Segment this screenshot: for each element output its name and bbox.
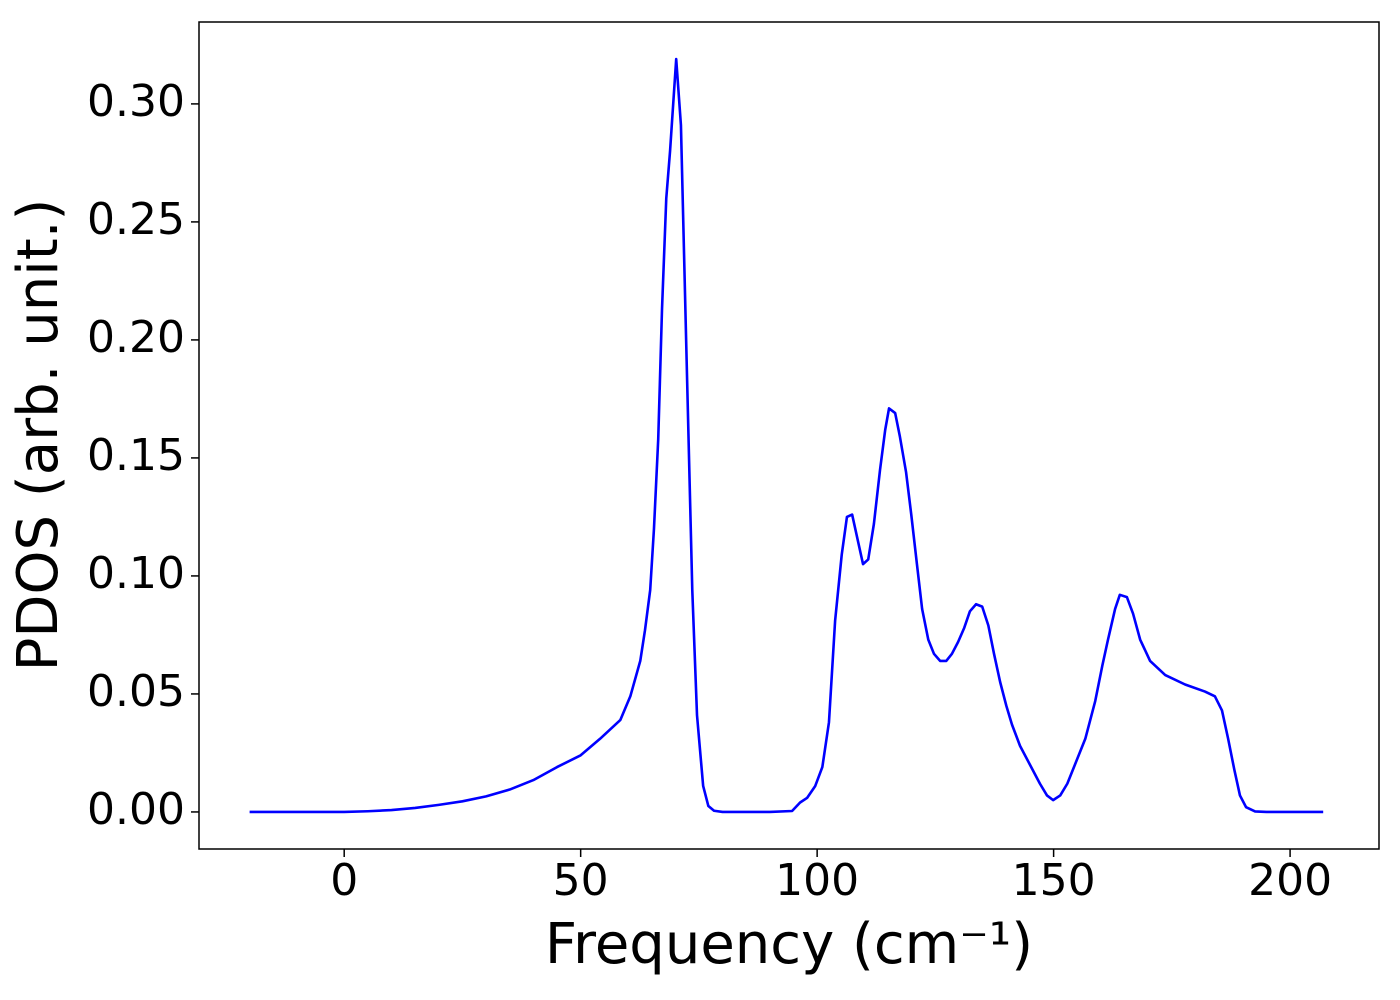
plot-frame (198, 21, 1380, 850)
y-tick-label: 0.25 (87, 194, 185, 245)
y-tick-label: 0.10 (87, 548, 185, 599)
y-tick-label: 0.15 (87, 430, 185, 481)
x-tick-label: 0 (330, 855, 358, 906)
y-axis-label: PDOS (arb. unit.) (6, 199, 71, 672)
y-tick-label: 0.20 (87, 312, 185, 363)
y-tick-label: 0.05 (87, 666, 185, 717)
x-axis-label: Frequency (cm⁻¹) (545, 912, 1033, 977)
x-tick-label: 200 (1248, 855, 1332, 906)
pdos-line (249, 57, 1324, 814)
y-tick-label: 0.30 (87, 76, 185, 127)
x-tick-label: 100 (775, 855, 859, 906)
x-tick-label: 150 (1012, 855, 1096, 906)
x-tick-label: 50 (553, 855, 609, 906)
y-tick-label: 0.00 (87, 784, 185, 835)
